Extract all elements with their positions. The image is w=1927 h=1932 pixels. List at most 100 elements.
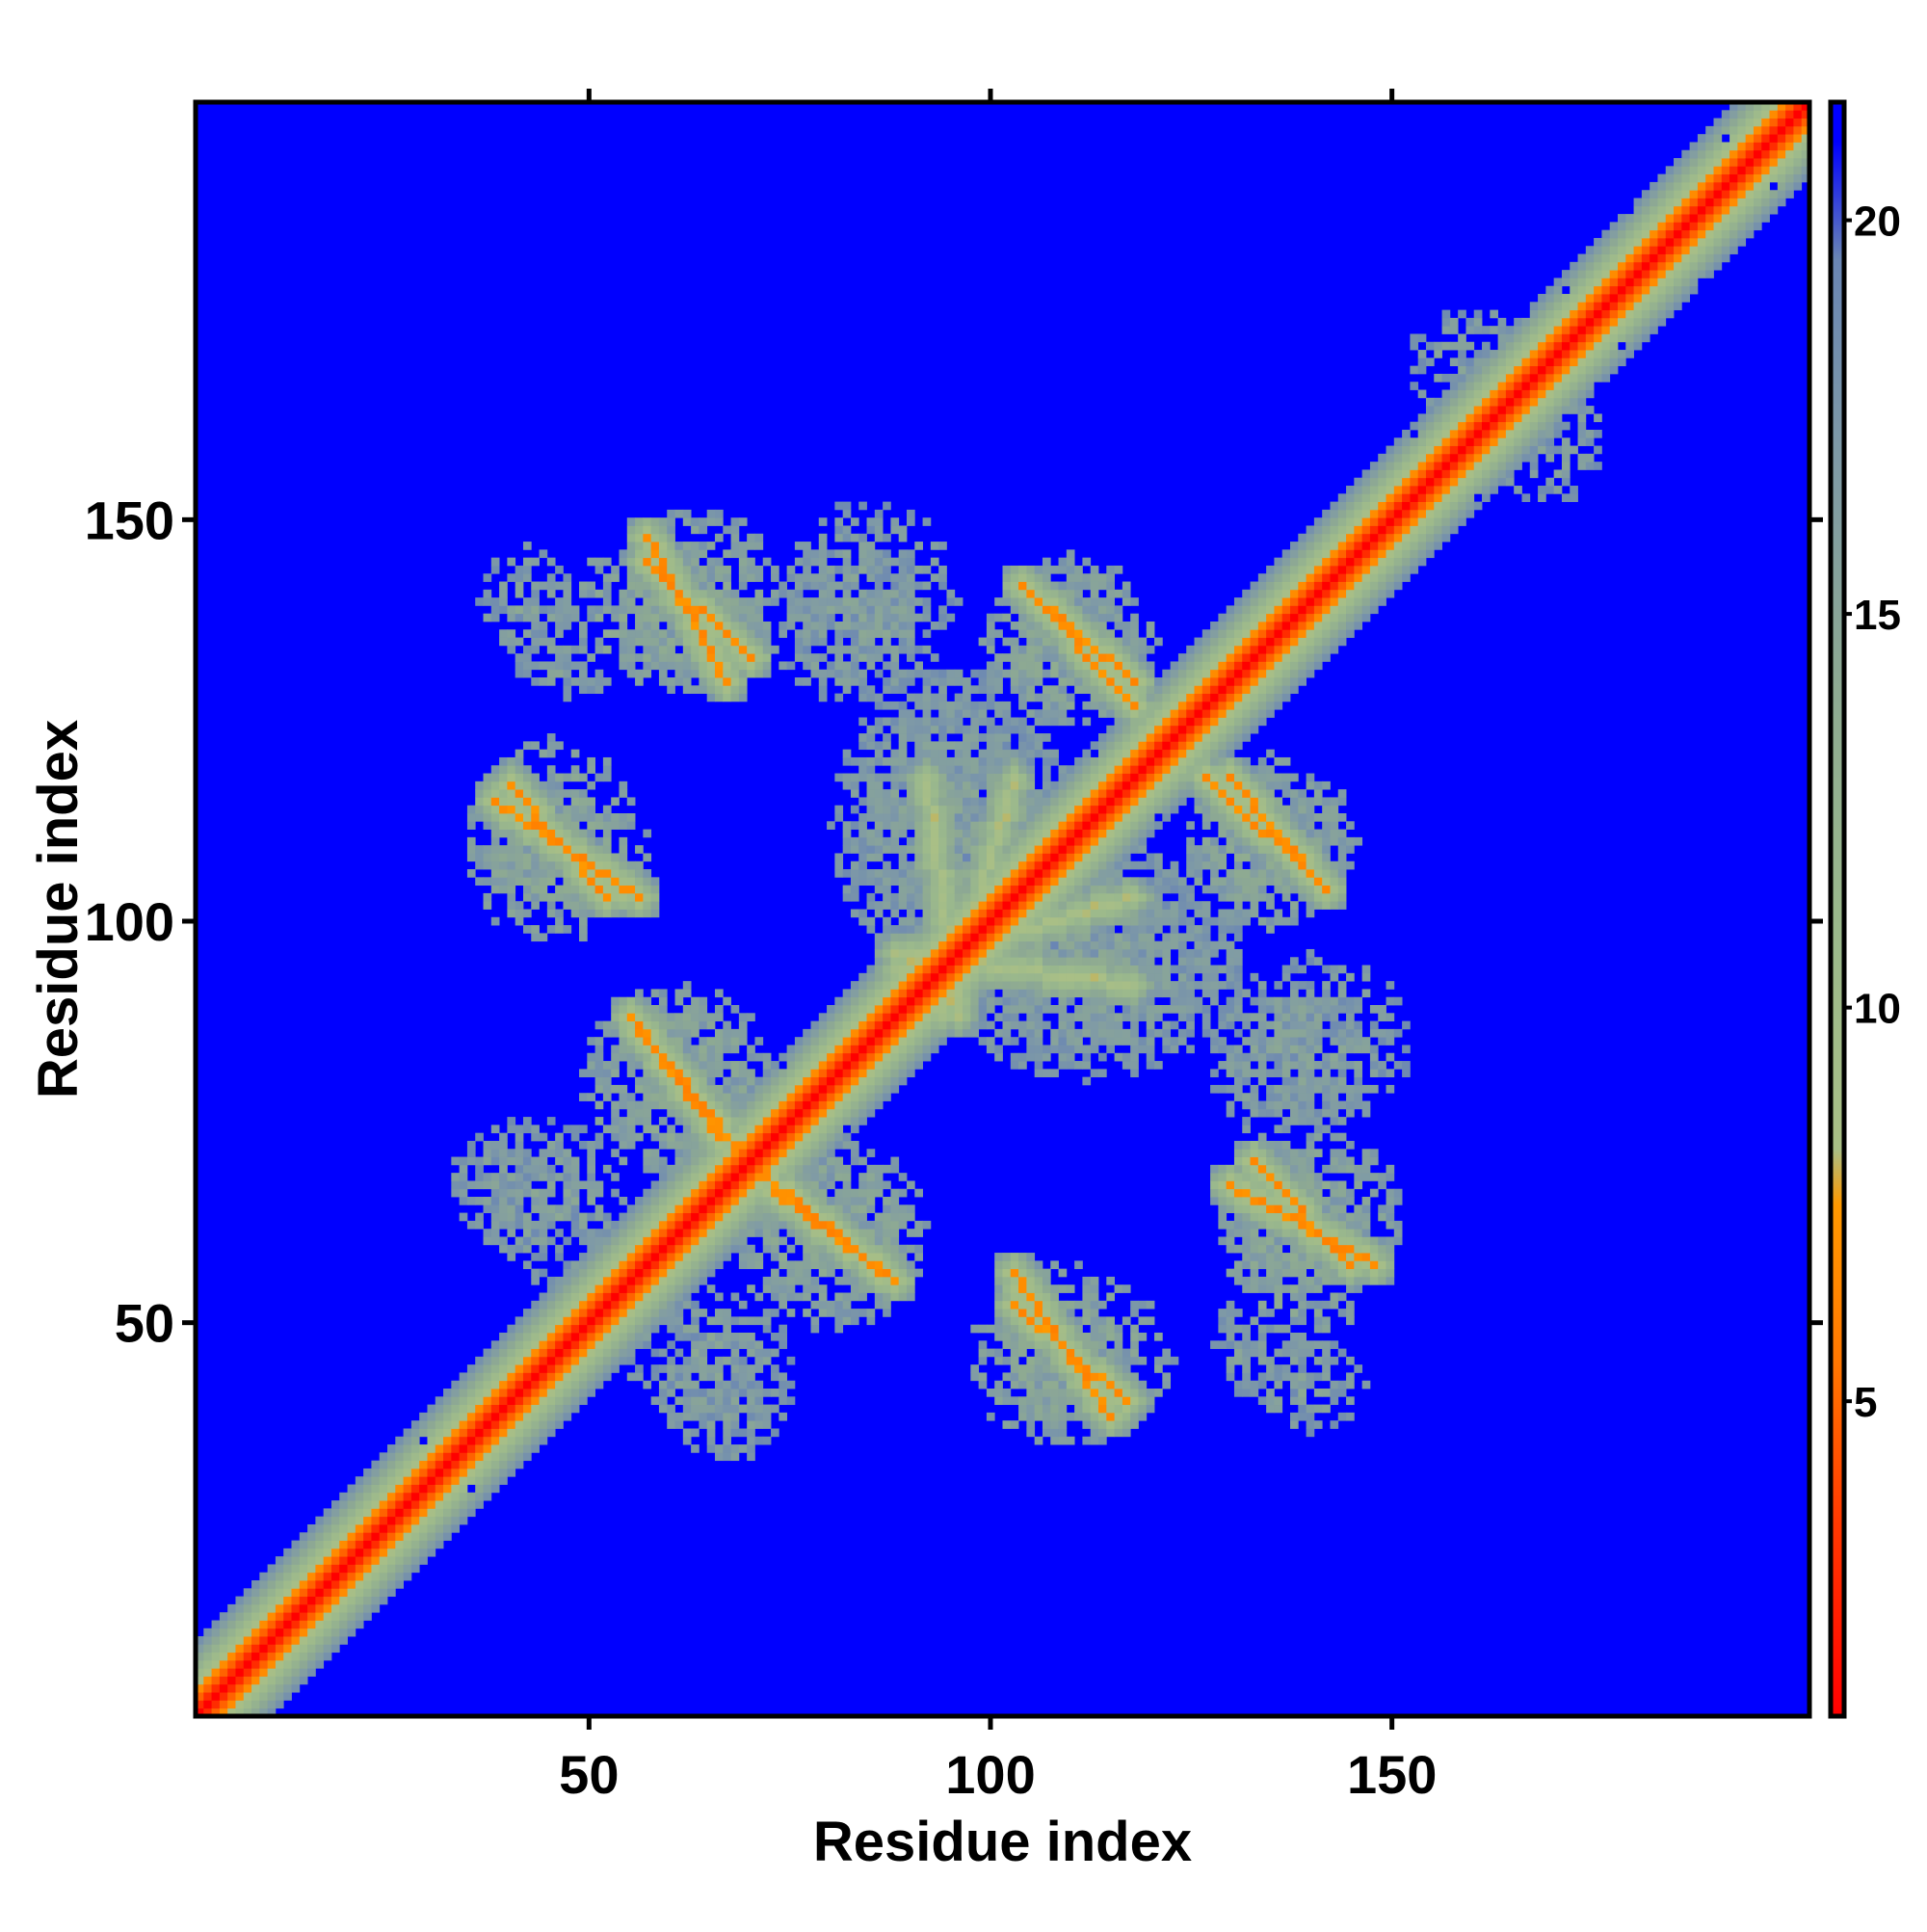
heatmap-cell [1034,972,1043,982]
heatmap-cell [771,1220,779,1230]
heatmap-cell [842,781,852,790]
heatmap-cell [723,1020,731,1030]
heatmap-cell [490,1452,500,1462]
heatmap-cell [483,797,492,807]
heatmap-cell [674,605,684,615]
heatmap-cell [874,933,884,942]
heatmap-cell [410,1516,420,1525]
heatmap-cell [643,637,652,647]
heatmap-cell [1034,853,1043,862]
heatmap-cell [546,813,556,822]
heatmap-cell [994,1268,1003,1278]
heatmap-cell [730,629,740,638]
heatmap-cell [850,877,859,887]
heatmap-cell [546,845,556,854]
heatmap-cell [818,565,828,574]
heatmap-cell [938,813,947,822]
heatmap-cell [1034,1037,1043,1045]
heatmap-cell [594,1316,604,1326]
heatmap-cell [682,1372,692,1382]
heatmap-cell [579,1220,588,1230]
heatmap-cell [611,1045,620,1054]
heatmap-cell [555,1276,564,1285]
heatmap-cell [259,1580,269,1589]
heatmap-cell [898,765,908,774]
heatmap-cell [723,1204,731,1213]
heatmap-cell [1018,669,1027,678]
heatmap-cell [379,1572,388,1581]
heatmap-cell [522,1444,532,1453]
heatmap-cell [898,637,908,647]
heatmap-cell [938,933,947,942]
heatmap-cell [883,677,891,686]
heatmap-cell [874,581,884,591]
heatmap-cell [850,1229,859,1237]
heatmap-cell [794,1180,804,1190]
heatmap-cell [371,1548,381,1557]
heatmap-cell [907,797,915,807]
heatmap-cell [818,1117,828,1125]
heatmap-cell [563,1268,572,1278]
heatmap-cell [546,797,556,807]
heatmap-cell [507,1412,516,1421]
heatmap-cell [834,1052,844,1062]
heatmap-cell [786,573,796,582]
heatmap-cell [699,1140,708,1150]
heatmap-cell [419,1492,428,1501]
heatmap-cell [691,1380,700,1389]
heatmap-cell [922,877,932,887]
heatmap-cell [355,1540,364,1549]
heatmap-cell [946,717,956,727]
heatmap-cell [994,1300,1003,1310]
heatmap-cell [1010,860,1019,870]
heatmap-cell [1026,669,1036,678]
heatmap-cell [522,1389,532,1397]
heatmap-cell [251,1612,260,1621]
heatmap-cell [691,565,700,574]
heatmap-cell [850,981,859,990]
heatmap-cell [850,773,859,782]
heatmap-cell [874,948,884,958]
heatmap-cell [699,581,708,591]
heatmap-cell [810,637,820,647]
heatmap-cell [531,1276,540,1285]
heatmap-cell [650,1084,660,1094]
heatmap-cell [946,597,956,606]
heatmap-cell [907,1069,915,1078]
heatmap-cell [706,573,716,582]
heatmap-cell [539,781,548,790]
heatmap-cell [283,1628,292,1637]
heatmap-cell [714,1372,724,1382]
heatmap-cell [779,1052,788,1062]
heatmap-cell [531,645,540,654]
heatmap-cell [874,965,884,974]
heatmap-cell [587,1093,595,1101]
heatmap-cell [347,1612,356,1621]
heatmap-cell [946,829,956,838]
heatmap-cell [803,1084,811,1094]
heatmap-cell [635,877,644,887]
heatmap-cell [754,1164,764,1174]
heatmap-cell [898,597,908,606]
heatmap-cell [978,685,988,695]
heatmap-cell [907,581,915,591]
heatmap-cell [682,1084,692,1094]
heatmap-cell [699,1117,708,1125]
heatmap-cell [874,1244,884,1254]
heatmap-cell [626,1093,636,1101]
heatmap-cell [818,1309,828,1317]
heatmap-cell [730,1084,740,1094]
heatmap-cell [650,1348,660,1358]
heatmap-cell [347,1548,356,1557]
heatmap-cell [682,661,692,671]
heatmap-cell [251,1692,260,1701]
heatmap-cell [490,1420,500,1429]
heatmap-cell [650,653,660,662]
heatmap-cell [890,613,900,622]
heatmap-cell [1042,1364,1051,1373]
heatmap-cell [546,733,556,742]
heatmap-cell [555,1292,564,1302]
heatmap-cell [723,1340,731,1349]
heatmap-cell [635,996,644,1006]
heatmap-cell [954,789,964,798]
